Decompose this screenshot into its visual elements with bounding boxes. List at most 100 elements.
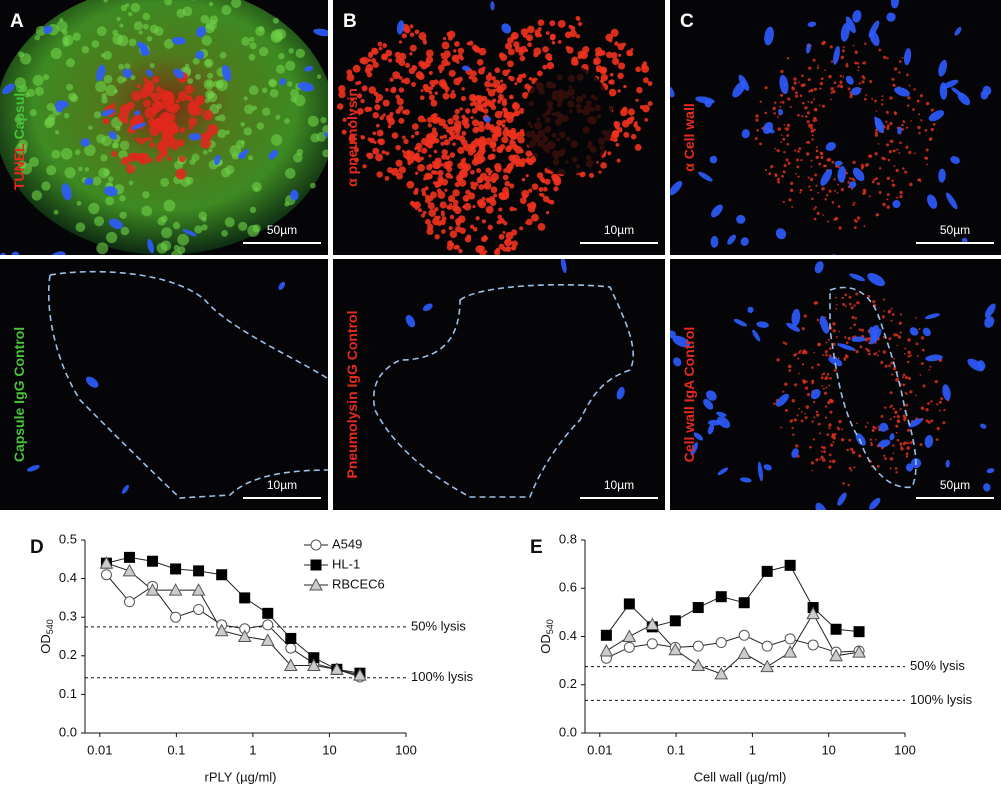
red-dot [348, 134, 356, 143]
red-dot [453, 77, 461, 86]
red-speck [909, 390, 913, 394]
red-speck [804, 416, 808, 420]
red-cell [172, 144, 179, 151]
red-dot [468, 75, 473, 80]
green-cell [322, 149, 328, 158]
red-dot [415, 142, 423, 150]
red-dot [371, 47, 379, 55]
green-cell [307, 115, 319, 127]
nucleus [747, 306, 754, 313]
red-speck [822, 214, 824, 216]
red-dot [441, 55, 445, 59]
red-speck [828, 465, 832, 469]
nucleus [131, 122, 147, 130]
red-speck [782, 341, 785, 344]
red-dot [593, 59, 599, 65]
stain-label-part: Cell wall IgA Control [681, 327, 697, 463]
red-speck [879, 192, 882, 195]
green-cell [84, 167, 90, 172]
green-cell [173, 244, 180, 251]
red-dot [387, 124, 392, 129]
red-dot [437, 191, 446, 199]
marker [784, 633, 796, 645]
red-dot [428, 94, 435, 101]
y-axis-label-sub: 540 [545, 619, 555, 634]
red-dot [385, 151, 390, 156]
stain-label-part: α Cell wall [681, 103, 697, 172]
red-speck [800, 419, 804, 423]
marker [147, 555, 159, 567]
nucleus [984, 316, 995, 328]
red-speck [860, 328, 864, 332]
red-speck [791, 426, 794, 430]
nucleus [214, 154, 221, 166]
y-tick-label: 0.8 [559, 531, 577, 546]
green-cell [285, 168, 296, 179]
micrograph-content [373, 259, 634, 498]
red-dot [407, 156, 415, 164]
scale-label: 50µm [940, 223, 970, 237]
red-cell [163, 91, 175, 103]
red-cell [177, 139, 185, 147]
red-speck [858, 328, 862, 331]
y-tick-label: 0.2 [559, 676, 577, 691]
red-speck [815, 458, 819, 462]
nucleus [878, 439, 891, 448]
red-speck [848, 466, 852, 470]
red-speck [906, 73, 909, 77]
nucleus [757, 461, 763, 482]
red-speck [919, 94, 923, 98]
nucleus [764, 26, 774, 46]
red-dot [502, 129, 511, 137]
red-speck [856, 62, 860, 65]
red-speck [830, 443, 834, 447]
red-dot [413, 189, 419, 196]
red-speck [934, 379, 938, 384]
red-speck [801, 74, 804, 78]
red-dot [501, 136, 509, 144]
red-dot [402, 110, 407, 115]
red-speck [809, 177, 814, 182]
red-speck [833, 436, 837, 440]
red-speck [864, 425, 867, 428]
red-speck [838, 419, 842, 424]
red-dot [384, 175, 390, 181]
red-speck [850, 469, 853, 472]
nucleus [703, 398, 714, 410]
red-dot [457, 215, 466, 224]
red-speck [894, 67, 898, 71]
red-dot [644, 118, 649, 122]
x-tick-label: 1 [749, 742, 756, 757]
red-speck [755, 114, 759, 118]
red-dot [471, 107, 478, 114]
red-speck [907, 104, 910, 107]
red-cell [131, 90, 142, 102]
red-dot [452, 55, 457, 60]
red-dot [432, 112, 438, 119]
red-speck [834, 189, 837, 192]
reference-label: 100% lysis [411, 669, 474, 684]
nucleus [2, 83, 15, 95]
red-speck [818, 458, 821, 461]
red-speck [902, 167, 905, 170]
nucleus [922, 327, 931, 337]
red-dot [375, 98, 380, 104]
red-dot [433, 215, 438, 221]
red-speck [816, 146, 818, 148]
nucleus [171, 36, 186, 45]
red-dot [611, 57, 620, 66]
red-cell [167, 156, 172, 162]
red-dot [449, 125, 456, 132]
green-cell [103, 74, 113, 84]
red-speck [870, 443, 874, 447]
red-dot [496, 119, 503, 126]
red-dot [598, 170, 602, 174]
red-speck [824, 405, 828, 408]
green-cell [117, 76, 125, 84]
red-speck [820, 155, 824, 160]
red-speck [800, 83, 804, 88]
red-speck [773, 112, 776, 115]
green-cell [130, 2, 141, 13]
red-speck [822, 40, 826, 45]
